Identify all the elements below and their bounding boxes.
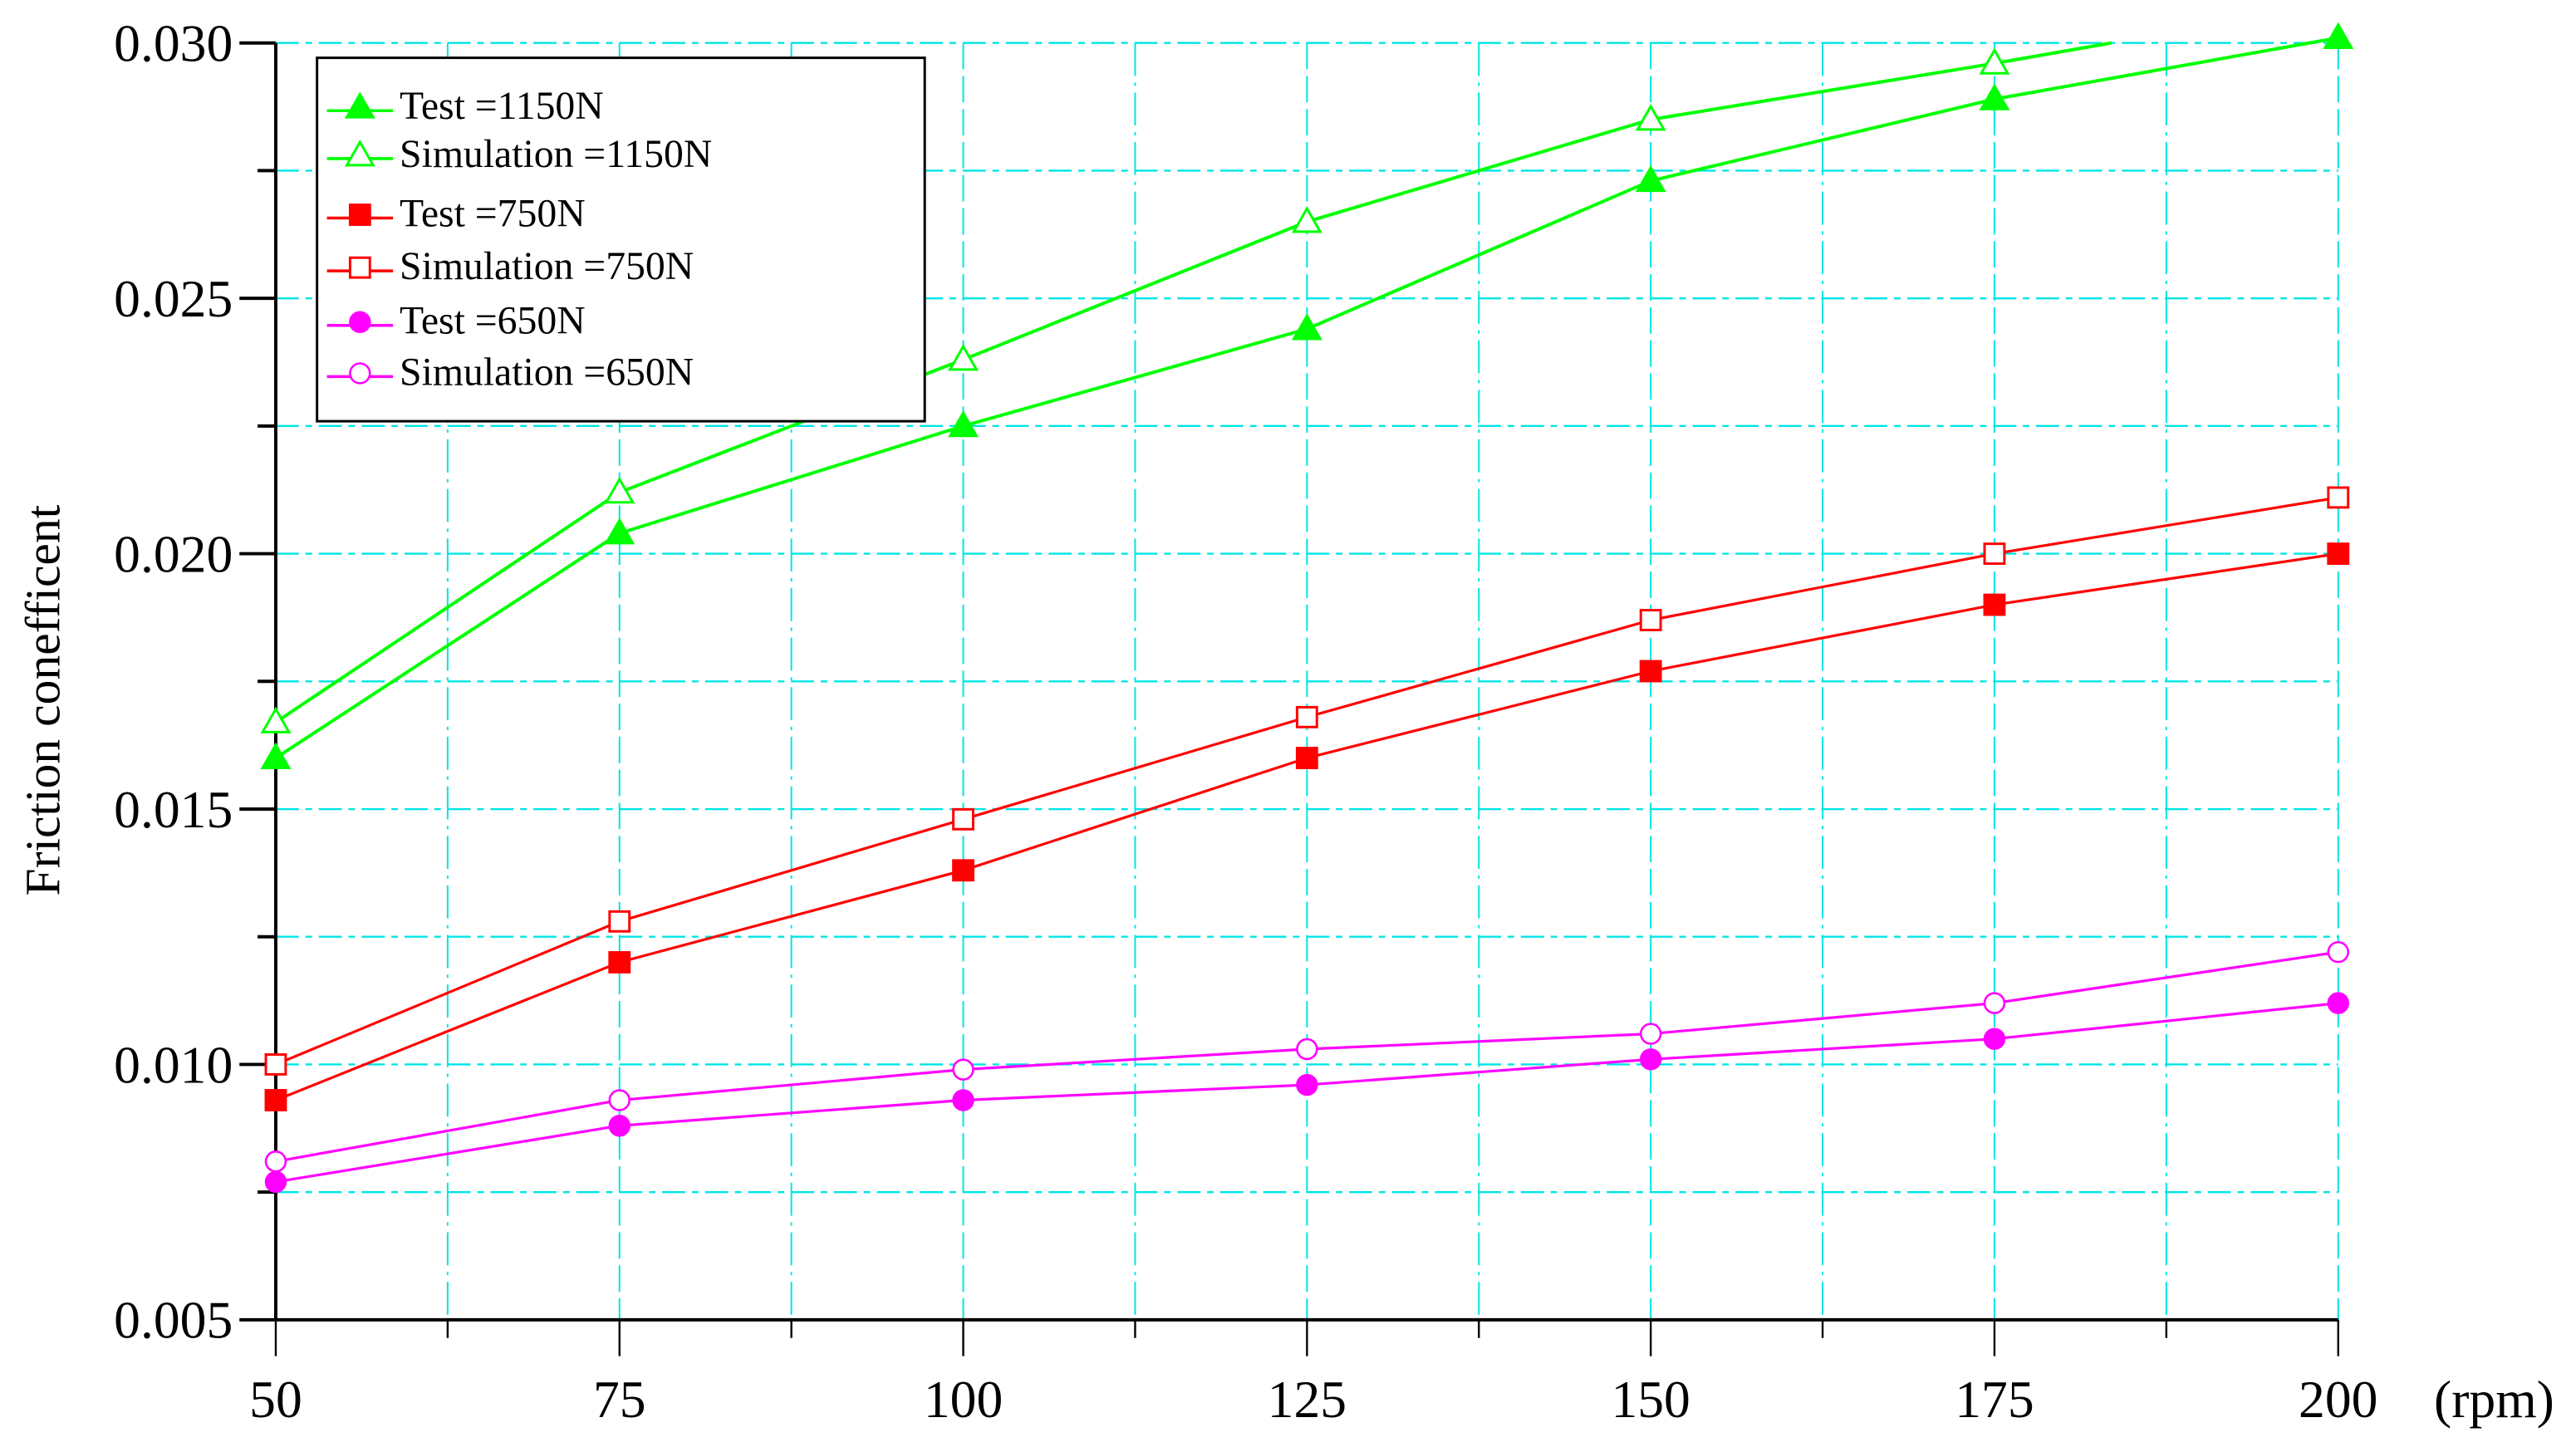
circle-filled-marker bbox=[1983, 1028, 2006, 1050]
circle-filled-marker bbox=[1639, 1048, 1662, 1071]
circle-open-marker bbox=[264, 1150, 287, 1173]
series-simulation-1150n bbox=[260, 41, 2112, 733]
square-filled-marker bbox=[952, 859, 974, 882]
series-test-650n bbox=[264, 992, 2349, 1194]
x-tick-label: 200 bbox=[2299, 1370, 2377, 1429]
y-tick-label: 0.030 bbox=[114, 14, 233, 73]
y-tick-label: 0.010 bbox=[114, 1035, 233, 1094]
legend-item: Simulation =750N bbox=[326, 244, 694, 288]
triangle-filled-marker bbox=[1291, 313, 1322, 341]
triangle-open-marker bbox=[1979, 47, 2010, 75]
legend-item: Test =650N bbox=[326, 299, 586, 343]
triangle-filled-marker bbox=[1635, 164, 1666, 193]
square-filled-marker bbox=[608, 951, 631, 974]
legend-label: Simulation =1150N bbox=[400, 132, 712, 176]
square-open-marker bbox=[1295, 705, 1318, 728]
y-tick-label: 0.020 bbox=[114, 524, 233, 583]
circle-open-marker bbox=[2327, 940, 2349, 964]
series-test-750n bbox=[264, 542, 2350, 1111]
square-open-marker bbox=[608, 910, 631, 933]
square-filled-marker bbox=[1295, 747, 1318, 769]
triangle-filled-marker bbox=[2323, 22, 2354, 49]
data-series bbox=[260, 22, 2354, 1194]
y-tick-label: 0.025 bbox=[114, 269, 233, 328]
triangle-open-marker bbox=[604, 476, 635, 504]
square-filled-marker bbox=[348, 204, 371, 226]
square-open-marker bbox=[348, 256, 371, 279]
circle-open-marker bbox=[1639, 1023, 1662, 1045]
triangle-filled-marker bbox=[604, 517, 635, 545]
circle-filled-marker bbox=[608, 1115, 631, 1137]
legend-label: Test =650N bbox=[400, 299, 586, 343]
triangle-open-marker bbox=[1635, 104, 1666, 131]
y-axis-title: Friction conefficent bbox=[16, 504, 71, 895]
triangle-open-marker bbox=[1291, 205, 1322, 233]
square-filled-marker bbox=[1639, 660, 1662, 683]
circle-open-marker bbox=[1296, 1037, 1318, 1061]
triangle-filled-marker bbox=[344, 91, 375, 119]
legend-item: Simulation =1150N bbox=[326, 132, 712, 176]
circle-open-marker bbox=[952, 1058, 974, 1081]
x-tick-label: 100 bbox=[924, 1370, 1003, 1429]
x-tick-label: 125 bbox=[1268, 1370, 1347, 1429]
legend-item: Simulation =650N bbox=[326, 350, 694, 394]
x-tick-label: 175 bbox=[1955, 1370, 2034, 1429]
circle-filled-marker bbox=[349, 311, 371, 333]
series-simulation-650n bbox=[264, 940, 2349, 1173]
x-tick-label: 75 bbox=[593, 1370, 646, 1429]
legend-label: Test =1150N bbox=[400, 84, 604, 128]
square-open-marker bbox=[2327, 486, 2350, 509]
series-simulation-750n bbox=[264, 486, 2350, 1076]
y-tick-label: 0.005 bbox=[114, 1291, 233, 1350]
square-open-marker bbox=[952, 807, 974, 831]
square-filled-marker bbox=[2327, 542, 2350, 565]
triangle-filled-marker bbox=[948, 410, 979, 438]
circle-filled-marker bbox=[952, 1089, 974, 1111]
triangle-open-marker bbox=[948, 344, 979, 371]
square-open-marker bbox=[1639, 609, 1662, 631]
circle-open-marker bbox=[1983, 992, 2006, 1014]
series-test-1150n bbox=[260, 22, 2354, 769]
square-open-marker bbox=[264, 1053, 287, 1076]
legend-box bbox=[316, 56, 926, 423]
legend-item: Test =1150N bbox=[326, 84, 604, 128]
legend-label: Simulation =750N bbox=[400, 244, 694, 288]
square-open-marker bbox=[1983, 542, 2006, 565]
triangle-open-marker bbox=[260, 706, 292, 733]
triangle-open-marker bbox=[344, 140, 375, 167]
circle-filled-marker bbox=[1296, 1073, 1318, 1096]
x-axis-unit-label: (rpm) bbox=[2434, 1370, 2554, 1429]
circle-open-marker bbox=[608, 1089, 631, 1111]
y-tick-label: 0.015 bbox=[114, 780, 233, 839]
circle-filled-marker bbox=[2327, 992, 2349, 1014]
legend-label: Simulation =650N bbox=[400, 350, 694, 394]
axes: 0.005 0.010 0.015 0.020 0.025 0.030 50 75 100 125… bbox=[114, 14, 2377, 1430]
x-tick-label: 50 bbox=[249, 1370, 302, 1429]
x-tick-label: 150 bbox=[1611, 1370, 1690, 1429]
legend-label: Test =750N bbox=[400, 191, 586, 235]
circle-open-marker bbox=[349, 362, 371, 385]
legend-item: Test =750N bbox=[326, 191, 586, 235]
triangle-filled-marker bbox=[260, 742, 292, 769]
square-filled-marker bbox=[264, 1089, 287, 1111]
square-filled-marker bbox=[1983, 593, 2006, 616]
circle-filled-marker bbox=[264, 1170, 287, 1194]
triangle-filled-marker bbox=[1979, 83, 2010, 110]
